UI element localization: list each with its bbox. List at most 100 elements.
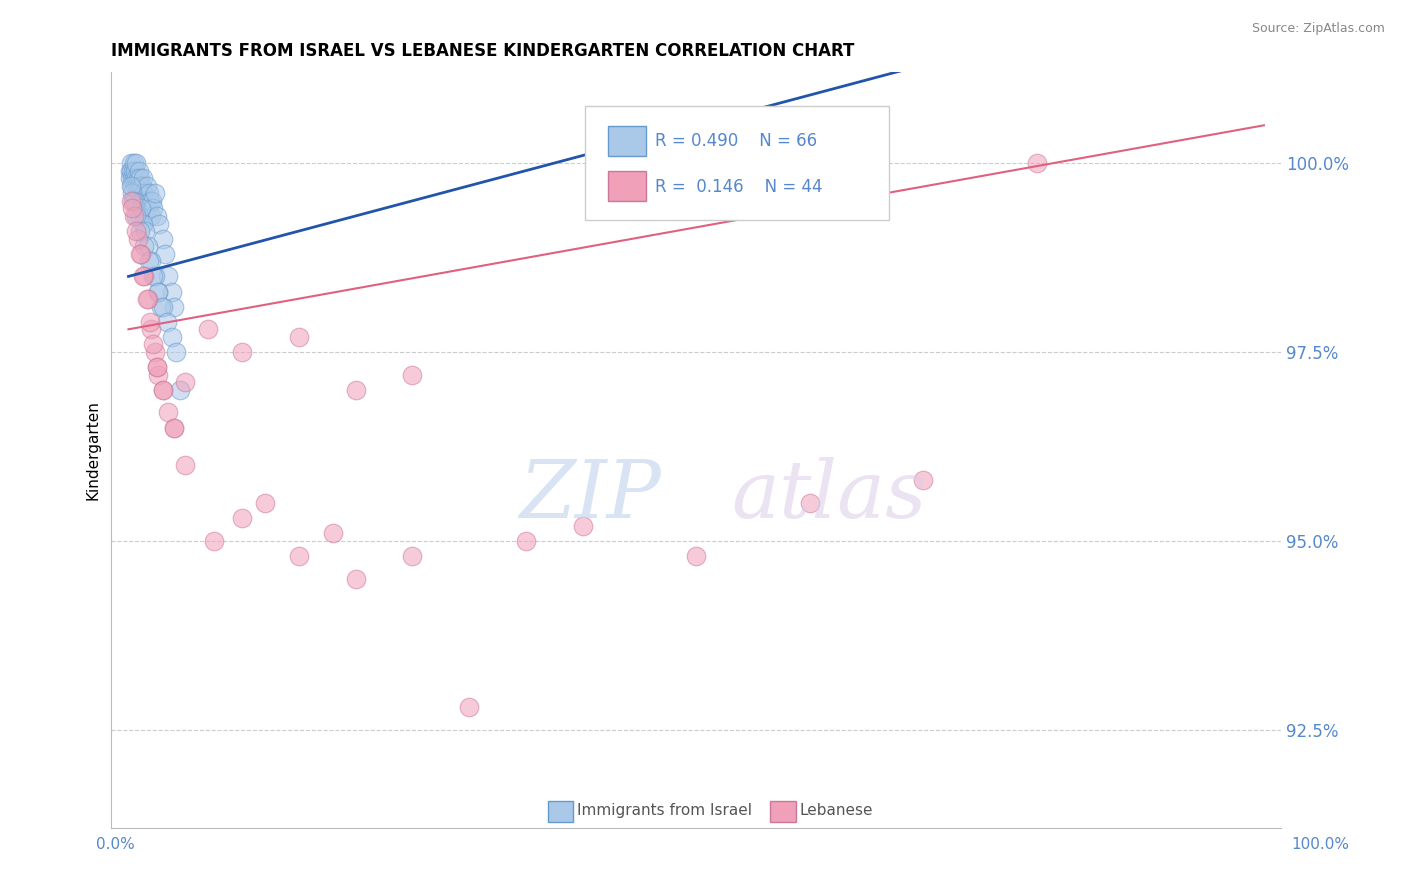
- Point: [152, 383, 174, 397]
- Point: [124, 178, 146, 193]
- Point: [132, 269, 155, 284]
- Text: 0.0%: 0.0%: [96, 837, 135, 852]
- Point: [146, 285, 169, 299]
- Point: [163, 420, 186, 434]
- Point: [344, 572, 367, 586]
- Point: [122, 171, 145, 186]
- Point: [121, 171, 143, 186]
- Point: [148, 217, 170, 231]
- Point: [143, 345, 166, 359]
- Point: [152, 232, 174, 246]
- Point: [128, 224, 150, 238]
- Point: [129, 202, 152, 216]
- Point: [127, 232, 149, 246]
- Point: [124, 163, 146, 178]
- Point: [121, 202, 143, 216]
- Point: [141, 209, 163, 223]
- Point: [287, 549, 309, 563]
- Point: [125, 156, 148, 170]
- Point: [174, 375, 197, 389]
- Text: Lebanese: Lebanese: [799, 803, 873, 818]
- FancyBboxPatch shape: [585, 106, 889, 219]
- Point: [134, 224, 156, 238]
- Point: [118, 163, 141, 178]
- Point: [129, 178, 152, 193]
- Point: [134, 239, 156, 253]
- FancyBboxPatch shape: [609, 171, 645, 201]
- Point: [153, 246, 176, 260]
- Point: [122, 209, 145, 223]
- Point: [202, 533, 225, 548]
- Text: R =  0.146    N = 44: R = 0.146 N = 44: [655, 178, 823, 195]
- Point: [134, 194, 156, 208]
- Point: [134, 269, 156, 284]
- Point: [142, 269, 165, 284]
- Text: IMMIGRANTS FROM ISRAEL VS LEBANESE KINDERGARTEN CORRELATION CHART: IMMIGRANTS FROM ISRAEL VS LEBANESE KINDE…: [111, 42, 855, 60]
- Point: [799, 496, 821, 510]
- Point: [160, 285, 183, 299]
- Point: [156, 315, 179, 329]
- Point: [157, 269, 180, 284]
- Point: [163, 300, 186, 314]
- Point: [132, 171, 155, 186]
- Point: [458, 700, 481, 714]
- Point: [121, 178, 143, 193]
- Point: [146, 360, 169, 375]
- Text: 100.0%: 100.0%: [1292, 837, 1350, 852]
- Text: R = 0.490    N = 66: R = 0.490 N = 66: [655, 132, 817, 150]
- Point: [1025, 156, 1047, 170]
- Text: Immigrants from Israel: Immigrants from Israel: [576, 803, 752, 818]
- Point: [685, 549, 707, 563]
- Point: [146, 360, 169, 375]
- Point: [165, 345, 187, 359]
- Point: [132, 217, 155, 231]
- Point: [128, 163, 150, 178]
- FancyBboxPatch shape: [609, 126, 645, 155]
- Point: [127, 186, 149, 201]
- Point: [129, 246, 152, 260]
- Point: [136, 239, 159, 253]
- Point: [120, 194, 142, 208]
- Point: [127, 171, 149, 186]
- Point: [120, 171, 142, 186]
- Point: [141, 194, 163, 208]
- Point: [231, 345, 253, 359]
- FancyBboxPatch shape: [548, 801, 574, 822]
- FancyBboxPatch shape: [770, 801, 796, 822]
- Point: [124, 194, 146, 208]
- Point: [322, 526, 344, 541]
- Point: [163, 420, 186, 434]
- Point: [128, 178, 150, 193]
- Point: [125, 171, 148, 186]
- Point: [571, 518, 593, 533]
- Point: [231, 511, 253, 525]
- Point: [515, 533, 537, 548]
- Point: [152, 383, 174, 397]
- Point: [401, 368, 423, 382]
- Point: [139, 194, 162, 208]
- Y-axis label: Kindergarten: Kindergarten: [86, 401, 100, 500]
- Point: [121, 186, 143, 201]
- Point: [146, 209, 169, 223]
- Point: [150, 300, 173, 314]
- Point: [142, 202, 165, 216]
- Point: [128, 246, 150, 260]
- Point: [131, 178, 153, 193]
- Point: [344, 383, 367, 397]
- Text: atlas: atlas: [731, 457, 927, 534]
- Point: [131, 194, 153, 208]
- Point: [120, 178, 142, 193]
- Text: Source: ZipAtlas.com: Source: ZipAtlas.com: [1251, 22, 1385, 36]
- Point: [287, 330, 309, 344]
- Point: [157, 405, 180, 419]
- Point: [160, 330, 183, 344]
- Point: [169, 383, 191, 397]
- Point: [174, 458, 197, 473]
- Point: [401, 549, 423, 563]
- Point: [125, 209, 148, 223]
- Point: [146, 285, 169, 299]
- Point: [128, 209, 150, 223]
- Point: [136, 292, 159, 306]
- Point: [141, 322, 163, 336]
- Text: ZIP: ZIP: [519, 457, 661, 534]
